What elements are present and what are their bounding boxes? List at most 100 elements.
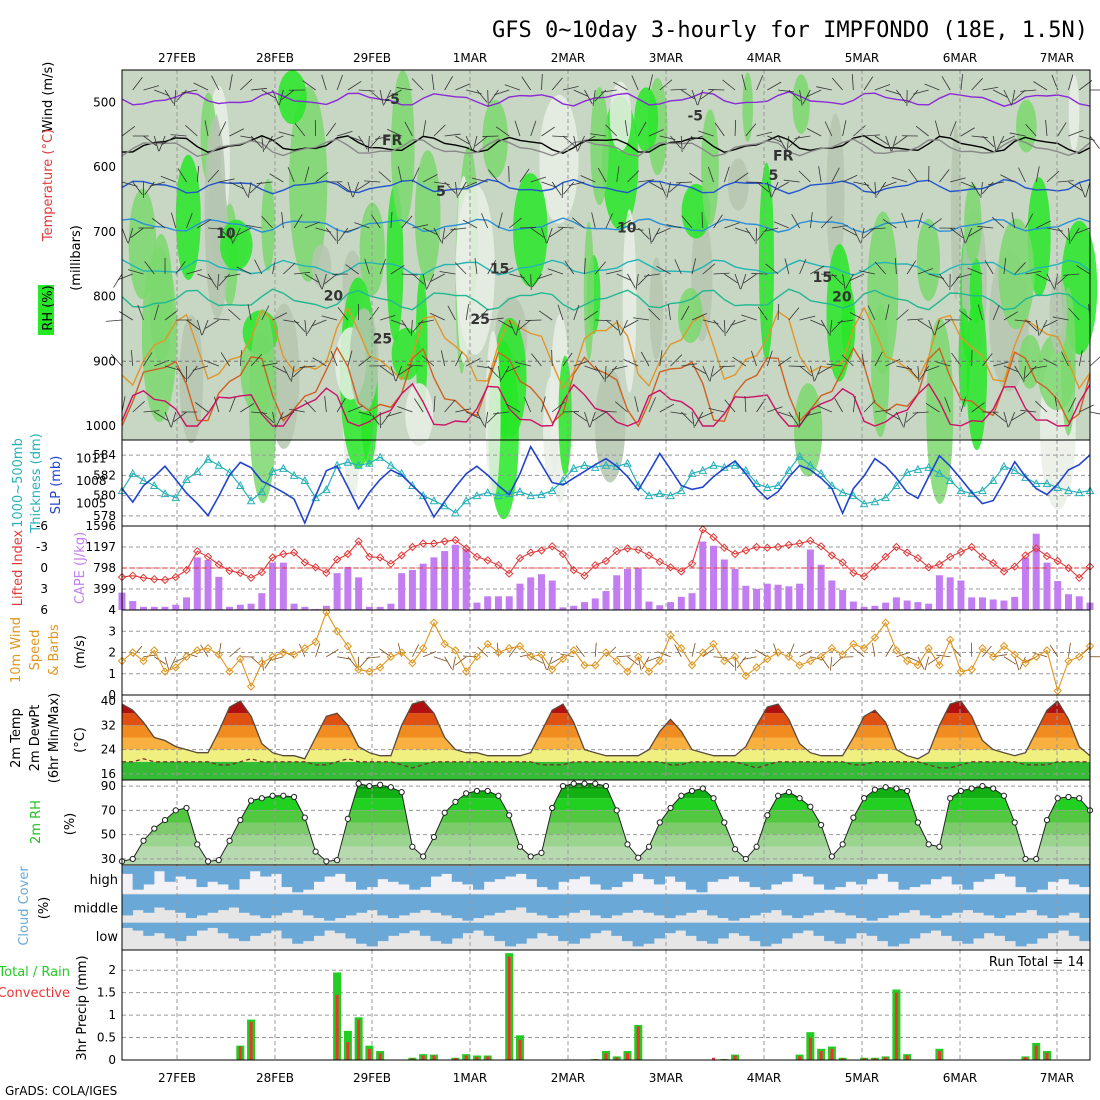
precip-conv-bar	[367, 1048, 371, 1060]
wind-barb	[901, 212, 908, 229]
wind-barb	[106, 319, 123, 322]
cloud-cell	[590, 922, 602, 934]
rh-cell	[998, 218, 1035, 330]
temp2m-ylabel: 2m Temp	[9, 708, 24, 768]
cloud-cell	[249, 866, 261, 872]
contour-label: FR	[382, 133, 403, 149]
wind10-marker	[698, 648, 708, 657]
cloud-cell	[994, 866, 1006, 874]
wind-barb	[536, 273, 553, 280]
wind-barb	[784, 258, 790, 275]
wind-barb	[960, 181, 976, 189]
thickness-marker	[999, 461, 1009, 470]
rh-legend-swatch	[38, 285, 54, 335]
cloud-cell	[398, 866, 410, 885]
cloud-cell	[696, 894, 708, 911]
wind10-barb	[462, 655, 477, 658]
wind-barb	[160, 175, 176, 183]
wind-barb	[668, 181, 682, 193]
rh2m-marker	[667, 804, 674, 812]
contour-label: -5	[687, 108, 703, 124]
wind-barb	[788, 89, 801, 102]
wind10-marker	[612, 656, 621, 666]
cloud-cell	[685, 894, 697, 913]
wind-barb	[247, 181, 252, 198]
thickness-marker	[440, 501, 450, 510]
wind-barb	[949, 227, 964, 239]
date-label-top: 28FEB	[256, 51, 294, 65]
wind10-marker	[827, 644, 837, 653]
wind10-barb	[423, 651, 437, 658]
contour-label: 20	[832, 290, 852, 306]
precip-conv-bar	[432, 1055, 436, 1060]
wind-barb	[1089, 411, 1100, 415]
date-label-bottom: 5MAR	[845, 1071, 880, 1085]
precip-conv-bar	[894, 992, 898, 1060]
wind10-barb	[541, 656, 547, 670]
wind10-barb	[616, 655, 631, 658]
cloud-cell	[377, 922, 389, 942]
wind10-marker	[924, 644, 933, 653]
wind-barb	[132, 76, 143, 91]
wind-barb	[659, 181, 667, 197]
thickness-marker	[203, 454, 213, 463]
wind-barb	[272, 89, 279, 105]
thickness-marker	[408, 480, 417, 490]
cloud-cell	[441, 866, 453, 874]
cape-bar	[946, 577, 954, 610]
lifted-marker	[720, 543, 729, 552]
wind-barb	[740, 273, 747, 290]
thickness-marker	[182, 474, 191, 483]
wind-barb	[211, 75, 220, 91]
cape-bar	[430, 557, 438, 610]
wind-barb	[201, 319, 209, 336]
wind-barb	[1043, 358, 1058, 367]
precip-conv-bar	[453, 1058, 457, 1060]
cloud-cell	[802, 866, 814, 877]
wind10-barb	[359, 656, 370, 668]
temp2m-tick: 24	[101, 743, 116, 757]
cloud-cell	[643, 866, 655, 880]
wind-barb	[605, 270, 622, 275]
wind-barb	[681, 89, 695, 100]
wind-barb	[551, 349, 553, 367]
cloud-cell	[334, 922, 346, 934]
thickness-marker	[762, 482, 772, 492]
cloud-cell	[473, 894, 485, 919]
cape-bar	[914, 602, 922, 610]
cloud-cell	[228, 922, 240, 939]
precip-conv-bar	[1034, 1045, 1038, 1060]
cape-bar	[484, 596, 492, 610]
wind-barb	[121, 181, 138, 187]
thickness-marker	[429, 496, 439, 505]
cloud-cell	[270, 866, 283, 874]
rh2m-marker	[355, 780, 362, 787]
lifted-marker	[1021, 551, 1030, 560]
wind-barb	[1031, 365, 1048, 370]
wind10-units: (m/s)	[73, 635, 88, 669]
wind10-marker	[677, 644, 686, 653]
rh2m-marker	[581, 780, 588, 787]
wind-barb	[330, 351, 338, 367]
wind-barb	[302, 80, 316, 91]
precip-conv-bar	[410, 1058, 414, 1060]
temp2m-tick: 32	[101, 718, 116, 732]
wind-barb	[525, 319, 542, 321]
wind-barb	[1014, 365, 1024, 380]
lifted-tick: -3	[36, 540, 48, 554]
wind-barb	[741, 74, 747, 91]
wind-barb	[336, 398, 346, 413]
cape-bar	[312, 608, 320, 610]
cape-bar	[226, 606, 234, 610]
wind-barb	[441, 227, 446, 244]
rh-cell	[391, 327, 422, 381]
thickness-marker	[859, 499, 869, 508]
pressure-tick: 800	[93, 290, 116, 304]
thickness-marker	[881, 493, 890, 502]
wind-barb	[633, 317, 650, 321]
cape-bar	[796, 583, 804, 610]
wind-barb	[561, 181, 564, 198]
rh2m-marker	[635, 854, 642, 861]
precip-conv-bar	[862, 1058, 866, 1060]
cloud-cell	[356, 922, 368, 944]
